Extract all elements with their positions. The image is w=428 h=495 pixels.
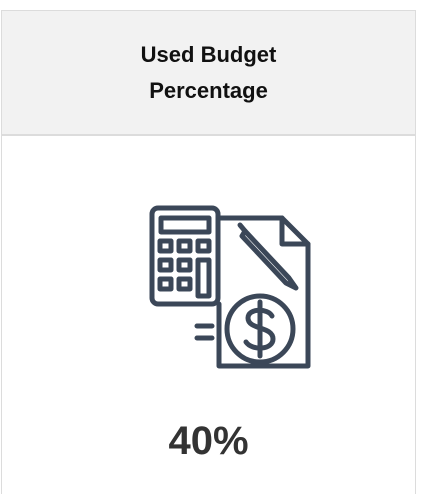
kpi-card: Used Budget Percentage 40%: [1, 10, 416, 494]
kpi-value: 40%: [168, 419, 249, 463]
card-title: Used Budget Percentage: [140, 41, 277, 103]
card-header: Used Budget Percentage: [2, 11, 415, 136]
budget-icon: [149, 205, 311, 369]
